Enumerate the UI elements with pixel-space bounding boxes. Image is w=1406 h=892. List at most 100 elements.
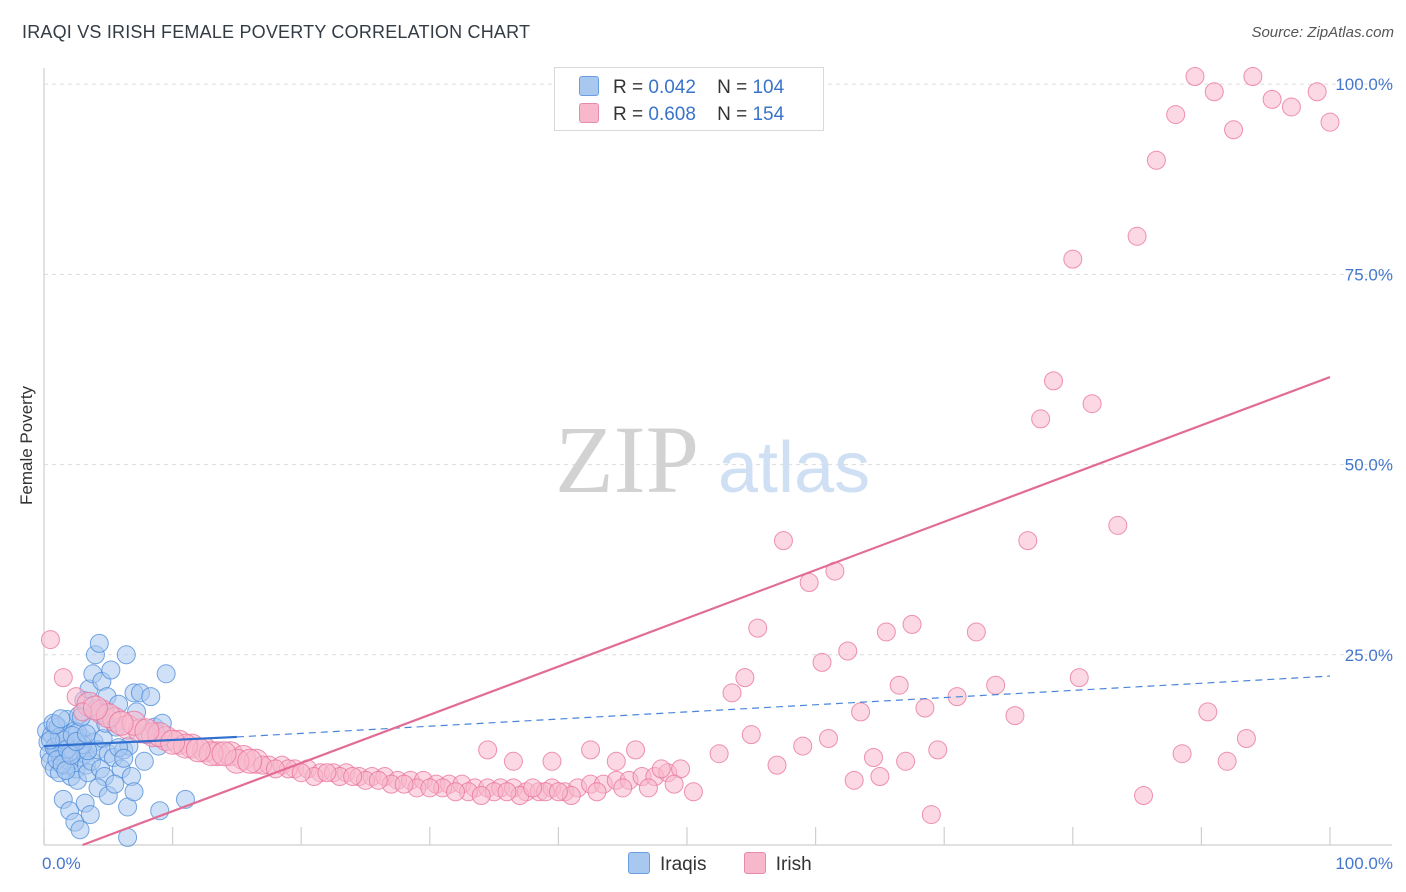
point-irish: [767, 755, 787, 775]
legend-swatch-irish: [579, 103, 599, 123]
point-irish: [928, 740, 948, 760]
point-irish: [741, 725, 761, 745]
point-irish: [651, 759, 671, 779]
point-irish: [1005, 706, 1025, 726]
point-irish: [1044, 371, 1064, 391]
point-iraqis: [124, 782, 144, 802]
point-irish: [1224, 120, 1244, 140]
point-irish: [1204, 82, 1224, 102]
axes: [43, 68, 1392, 846]
point-irish: [735, 668, 755, 688]
point-iraqis: [89, 633, 109, 653]
point-irish: [446, 782, 466, 802]
series-irish-points: [40, 67, 1340, 825]
point-irish: [921, 805, 941, 825]
point-irish: [748, 618, 768, 638]
trend-line-iraqis-solid: [43, 735, 237, 748]
point-irish: [420, 778, 440, 798]
point-irish: [1018, 531, 1038, 551]
point-irish: [581, 740, 601, 760]
legend-r-value: 0.042: [648, 77, 696, 98]
point-irish: [134, 718, 160, 744]
chart-title: IRAQI VS IRISH FEMALE POVERTY CORRELATIO…: [22, 22, 531, 42]
point-irish: [1069, 668, 1089, 688]
point-irish: [1243, 67, 1263, 87]
legend-n-value: 104: [752, 77, 785, 98]
point-irish: [915, 698, 935, 718]
y-tick-label: 100.0%: [1335, 75, 1393, 94]
point-irish: [851, 702, 871, 722]
point-irish: [1166, 105, 1186, 125]
legend-r-label: R =: [613, 77, 644, 98]
legend-n-value: 154: [752, 104, 785, 125]
point-irish: [523, 778, 543, 798]
point-irish: [185, 737, 211, 763]
point-iraqis: [70, 820, 90, 840]
point-irish: [818, 728, 838, 748]
point-irish: [966, 622, 986, 642]
point-irish: [1082, 394, 1102, 414]
correlation-legend: R = 0.042 N = 104 R = 0.608 N = 154: [554, 67, 824, 131]
legend-row-iraqis: R = 0.042 N = 104: [579, 76, 784, 100]
x-tick-label: 100.0%: [1335, 854, 1393, 873]
legend-swatch-iraqis: [628, 852, 650, 874]
point-irish: [1236, 728, 1256, 748]
watermark-zip: ZIP: [555, 406, 699, 513]
legend-swatch-irish: [743, 852, 766, 874]
point-irish: [53, 668, 73, 688]
point-irish: [471, 786, 491, 806]
point-iraqis: [156, 664, 176, 684]
point-irish: [793, 736, 813, 756]
legend-item-iraqis: Iraqis: [628, 852, 706, 876]
series-legend: Iraqis Irish: [628, 852, 844, 876]
y-tick-label: 50.0%: [1345, 456, 1393, 475]
point-irish: [799, 573, 819, 593]
trend-line-iraqis-dashed: [236, 675, 1331, 738]
point-irish: [394, 774, 414, 794]
point-irish: [1198, 702, 1218, 722]
point-irish: [722, 683, 742, 703]
point-irish: [896, 751, 916, 771]
point-irish: [1146, 150, 1166, 170]
point-iraqis: [116, 645, 136, 665]
point-irish: [82, 695, 108, 721]
point-irish: [503, 751, 523, 771]
point-irish: [773, 531, 793, 551]
watermark: ZIP atlas: [555, 406, 870, 513]
legend-r-label: R =: [613, 104, 644, 125]
legend-label-irish: Irish: [775, 854, 812, 875]
point-iraqis: [51, 709, 71, 729]
point-irish: [1307, 82, 1327, 102]
trend-lines: [43, 376, 1331, 847]
point-irish: [863, 748, 883, 768]
point-irish: [1134, 786, 1154, 806]
point-iraqis: [141, 687, 161, 707]
point-irish: [587, 782, 607, 802]
legend-label-iraqis: Iraqis: [660, 854, 707, 875]
trend-line-irish: [82, 376, 1331, 847]
watermark-atlas: atlas: [718, 428, 870, 508]
y-tick-label: 75.0%: [1345, 265, 1393, 284]
point-irish: [1063, 249, 1083, 269]
point-irish: [1185, 67, 1205, 87]
point-irish: [1108, 515, 1128, 535]
y-tick-label: 25.0%: [1345, 646, 1393, 665]
point-irish: [211, 741, 237, 767]
point-irish: [343, 767, 363, 787]
legend-row-irish: R = 0.608 N = 154: [579, 103, 784, 127]
point-irish: [160, 729, 186, 755]
x-tick-label: 0.0%: [42, 854, 81, 873]
point-irish: [1281, 97, 1301, 117]
point-irish: [626, 740, 646, 760]
point-iraqis: [105, 774, 125, 794]
legend-r-value: 0.608: [648, 104, 696, 125]
point-irish: [548, 782, 568, 802]
point-irish: [870, 767, 890, 787]
point-irish: [237, 748, 263, 774]
point-iraqis: [114, 748, 134, 768]
point-irish: [838, 641, 858, 661]
point-irish: [986, 675, 1006, 695]
point-irish: [1262, 89, 1282, 109]
point-irish: [844, 770, 864, 790]
point-iraqis: [134, 751, 154, 771]
